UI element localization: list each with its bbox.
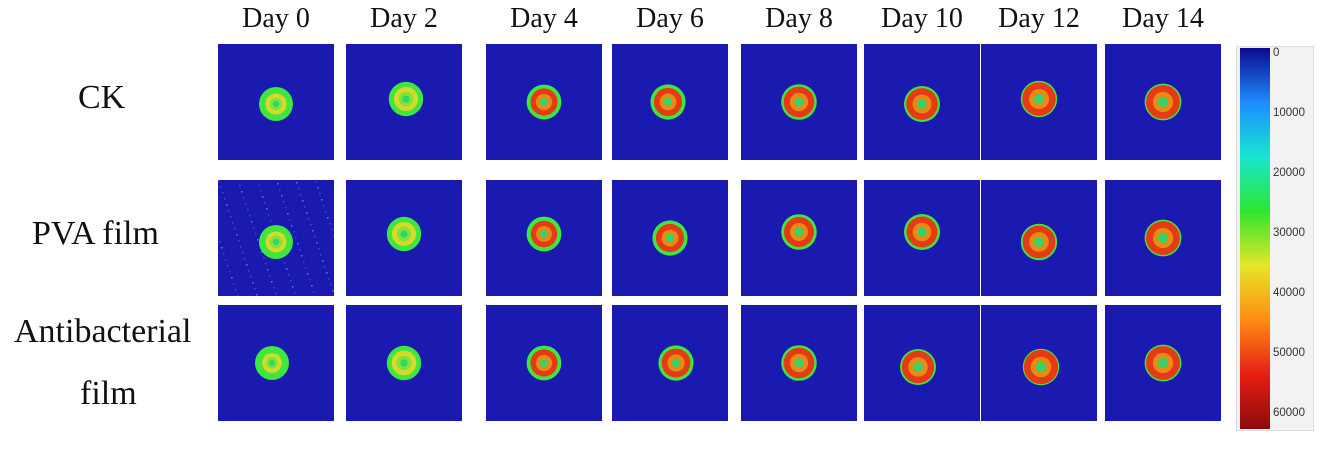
fluorescence-image: [218, 180, 334, 296]
fluorescence-image: [346, 305, 462, 421]
column-label: Day 6: [636, 3, 704, 34]
column-label: Day 0: [242, 3, 310, 34]
column-label: Day 8: [765, 3, 833, 34]
fluorescence-image: [864, 44, 980, 160]
row-label: PVA film: [32, 215, 159, 252]
colorbar-tick-label: 30000: [1273, 227, 1305, 239]
fluorescence-image: [741, 305, 857, 421]
fluorescence-image: [612, 305, 728, 421]
fluorescence-image: [741, 180, 857, 296]
fluorescence-image: [864, 180, 980, 296]
fluorescence-image: [486, 305, 602, 421]
column-label: Day 12: [998, 3, 1080, 34]
fluorescence-image: [864, 305, 980, 421]
colorbar-tick-label: 20000: [1273, 167, 1305, 179]
fluorescence-image: [486, 44, 602, 160]
fluorescence-image: [981, 180, 1097, 296]
row-label: film: [80, 375, 137, 412]
fluorescence-image: [741, 44, 857, 160]
fluorescence-image: [1105, 305, 1221, 421]
fluorescence-image: [981, 44, 1097, 160]
fluorescence-image: [346, 180, 462, 296]
colorbar-tick-label: 10000: [1273, 107, 1305, 119]
row-label: CK: [78, 79, 126, 116]
colorbar-tick-label: 40000: [1273, 287, 1305, 299]
fluorescence-image: [612, 44, 728, 160]
fluorescence-image: [486, 180, 602, 296]
row-label: Antibacterial: [14, 313, 192, 350]
column-label: Day 10: [881, 3, 963, 34]
colorbar-tick-label: 0: [1273, 47, 1280, 59]
fluorescence-image: [218, 305, 334, 421]
fluorescence-image: [218, 44, 334, 160]
fluorescence-image: [981, 305, 1097, 421]
fluorescence-image: [1105, 180, 1221, 296]
colorbar-gradient: [1240, 48, 1270, 429]
colorbar-tick-label: 60000: [1273, 407, 1305, 419]
colorbar: [1236, 46, 1314, 431]
fluorescence-image: [1105, 44, 1221, 160]
colorbar-tick-label: 50000: [1273, 347, 1305, 359]
column-label: Day 2: [370, 3, 438, 34]
fluorescence-image: [612, 180, 728, 296]
fluorescence-image: [346, 44, 462, 160]
column-label: Day 4: [510, 3, 578, 34]
column-label: Day 14: [1122, 3, 1204, 34]
